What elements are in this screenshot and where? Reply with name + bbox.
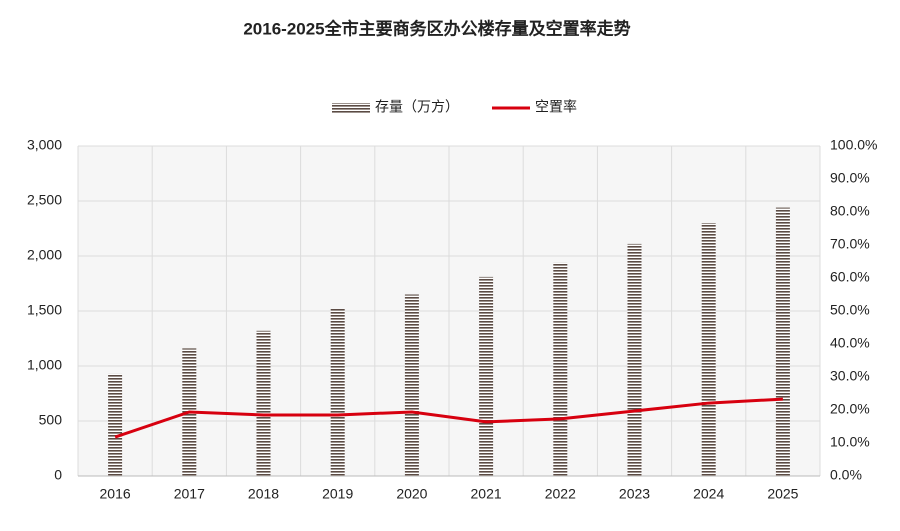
x-tick-label: 2022 [545,486,576,502]
y2-tick-label: 10.0% [830,434,870,450]
bar [404,294,419,476]
y-tick-label: 2,000 [27,247,62,263]
x-tick-label: 2017 [174,486,205,502]
y2-tick-label: 90.0% [830,170,870,186]
y-tick-label: 0 [54,467,62,483]
x-tick-label: 2020 [396,486,427,502]
bar [256,330,271,476]
y-tick-label: 1,500 [27,302,62,318]
legend-swatch [332,103,370,114]
bar [479,276,494,476]
x-tick-label: 2023 [619,486,650,502]
y2-tick-label: 70.0% [830,236,870,252]
bar [330,308,345,476]
y2-tick-label: 20.0% [830,401,870,417]
line [114,397,783,439]
y-tick-label: 3,000 [27,137,62,153]
bar [108,373,123,476]
y2-tick-label: 0.0% [830,467,862,483]
bar [701,223,716,476]
bar [775,207,790,476]
y-tick-label: 1,000 [27,357,62,373]
bar [627,243,642,476]
y2-tick-label: 100.0% [830,137,877,153]
x-tick-label: 2018 [248,486,279,502]
y2-tick-label: 80.0% [830,203,870,219]
x-tick-label: 2024 [693,486,724,502]
chart-title: 2016-2025全市主要商务区办公楼存量及空置率走势 [243,18,630,38]
y-tick-label: 2,500 [27,192,62,208]
y2-tick-label: 40.0% [830,335,870,351]
y-tick-label: 500 [39,412,63,428]
y2-tick-label: 30.0% [830,368,870,384]
x-tick-label: 2021 [471,486,502,502]
x-tick-label: 2025 [767,486,798,502]
y2-tick-label: 50.0% [830,302,870,318]
y2-tick-label: 60.0% [830,269,870,285]
legend-label: 空置率 [535,99,577,115]
x-tick-label: 2016 [100,486,131,502]
legend-label: 存量（万方） [375,99,459,115]
x-tick-label: 2019 [322,486,353,502]
bar [553,262,568,476]
